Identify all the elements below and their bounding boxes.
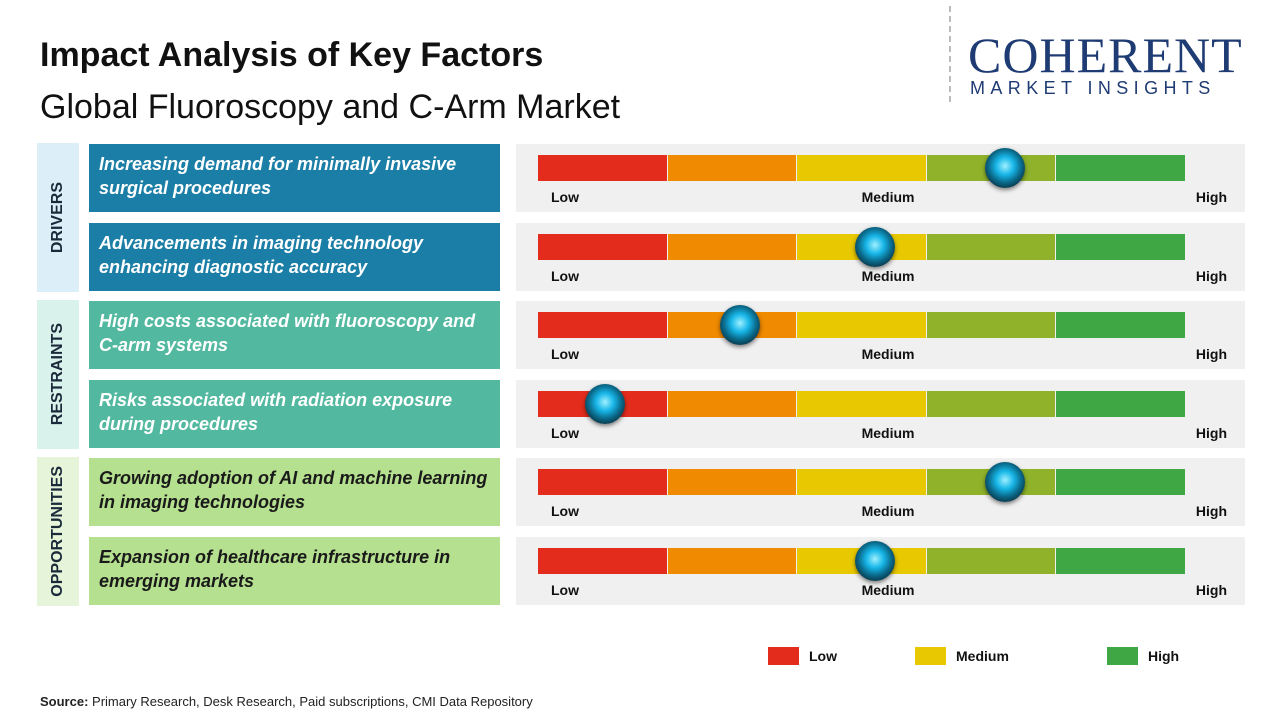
gauge-panel: Low Medium High bbox=[516, 144, 1245, 212]
group-side: DRIVERS bbox=[37, 143, 79, 292]
logo-tagline: MARKET INSIGHTS bbox=[970, 78, 1216, 98]
gauge-segment bbox=[667, 548, 797, 574]
gauge-panel: Low Medium High bbox=[516, 379, 1245, 448]
gauge-panel: Low Medium High bbox=[516, 301, 1245, 370]
gauge-label-text: Medium bbox=[861, 267, 915, 284]
gauge-label: High bbox=[1195, 582, 1227, 598]
legend-swatch bbox=[768, 647, 799, 665]
group-name: DRIVERS bbox=[49, 181, 66, 253]
gauge-segment bbox=[797, 469, 926, 496]
group-name: RESTRAINTS bbox=[49, 323, 66, 426]
gauge-segment bbox=[797, 312, 926, 339]
gauge-panel: Low Medium High bbox=[516, 458, 1245, 527]
gauge-segment bbox=[667, 155, 797, 181]
gauge-label: Low bbox=[551, 189, 579, 205]
legend-label: Low bbox=[809, 648, 837, 664]
source-text: Primary Research, Desk Research, Paid su… bbox=[92, 694, 533, 709]
group-side: RESTRAINTS bbox=[37, 300, 79, 449]
gauge-segment bbox=[926, 233, 1056, 260]
divider bbox=[949, 6, 951, 102]
gauge-segment bbox=[1056, 390, 1185, 417]
impact-knob bbox=[854, 541, 895, 581]
gauge-label: High bbox=[1195, 503, 1227, 520]
gauge-label: Low bbox=[551, 424, 579, 441]
factor: Growing adoption of AI and machine learn… bbox=[89, 458, 500, 527]
gauge-label: High bbox=[1195, 424, 1227, 441]
impact-knob bbox=[720, 305, 761, 346]
gauge-segment bbox=[667, 469, 797, 496]
legend-swatch bbox=[915, 647, 946, 665]
gauge-label-text: Medium bbox=[861, 346, 915, 363]
group-name: OPPORTUNITIES bbox=[49, 466, 66, 598]
gauge-segment bbox=[538, 233, 667, 260]
factor: Increasing demand for minimally invasive… bbox=[89, 144, 500, 212]
gauge-segment bbox=[1056, 548, 1185, 574]
gauge-label-text: Medium bbox=[861, 582, 915, 598]
impact-knob bbox=[984, 148, 1025, 188]
factor: Risks associated with radiation exposure… bbox=[89, 379, 500, 448]
subtitle: Global Fluoroscopy and C-Arm Market bbox=[40, 88, 621, 126]
gauge-segment bbox=[797, 390, 926, 417]
factor: Advancements in imaging technology enhan… bbox=[89, 222, 500, 291]
source: Source: Primary Research, Desk Research,… bbox=[40, 694, 533, 709]
legend-label: High bbox=[1148, 648, 1180, 664]
gauge-panel: Low Medium High bbox=[516, 222, 1245, 291]
gauge-label: High bbox=[1195, 189, 1227, 205]
impact-knob bbox=[984, 462, 1025, 503]
gauge-segment bbox=[926, 312, 1056, 339]
gauge-segment bbox=[797, 155, 926, 181]
legend-label: Medium bbox=[956, 648, 1009, 664]
legend-swatch bbox=[1107, 647, 1138, 665]
gauge-label: High bbox=[1195, 267, 1227, 284]
factor: High costs associated with fluoroscopy a… bbox=[89, 301, 500, 370]
source-label: Source: bbox=[40, 694, 89, 709]
gauge-label: Low bbox=[551, 267, 579, 284]
impact-knob bbox=[585, 383, 626, 424]
gauge-label: Low bbox=[551, 503, 579, 520]
gauge-label: High bbox=[1195, 346, 1227, 363]
factor: Expansion of healthcare infrastructure i… bbox=[89, 537, 500, 605]
gauge-label-text: Medium bbox=[861, 189, 915, 205]
gauge-segment bbox=[538, 312, 667, 339]
gauge-segment bbox=[926, 390, 1056, 417]
gauge-segment bbox=[538, 469, 667, 496]
gauge-segment bbox=[1056, 469, 1185, 496]
gauge-segment bbox=[538, 155, 667, 181]
gauge-label-text: Medium bbox=[861, 424, 915, 441]
logo-name: COHERENT bbox=[968, 27, 1243, 83]
gauge-label: Low bbox=[551, 346, 579, 363]
gauge-segment bbox=[1056, 155, 1185, 181]
gauge-segment bbox=[667, 233, 797, 260]
gauge-segment bbox=[926, 548, 1056, 574]
gauge-segment bbox=[538, 548, 667, 574]
gauge-label: Low bbox=[551, 582, 579, 598]
impact-knob bbox=[854, 226, 895, 267]
gauge-segment bbox=[1056, 233, 1185, 260]
gauge-panel: Low Medium High bbox=[516, 537, 1245, 605]
gauge-segment bbox=[667, 390, 797, 417]
gauge-segment bbox=[1056, 312, 1185, 339]
gauge-label-text: Medium bbox=[861, 503, 915, 520]
title: Impact Analysis of Key Factors bbox=[40, 36, 544, 74]
group-side: OPPORTUNITIES bbox=[37, 457, 79, 606]
